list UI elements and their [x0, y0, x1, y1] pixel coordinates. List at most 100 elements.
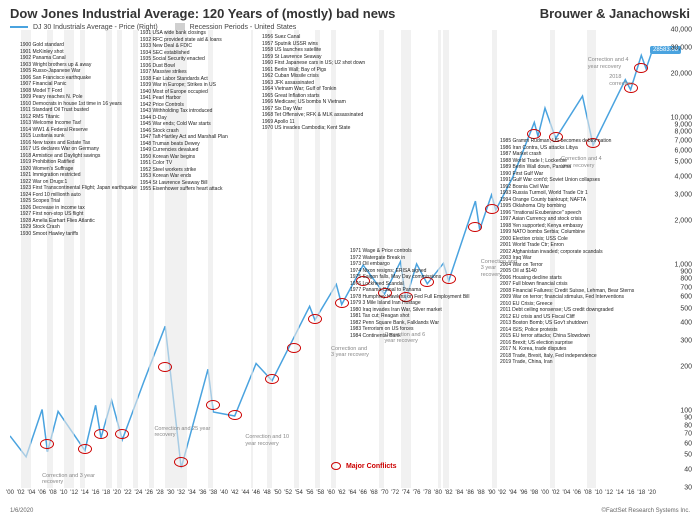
event-item: 1960 First Japanese cars in US; U2 shot … — [262, 60, 365, 67]
y-tick: 800 — [680, 276, 692, 283]
conflict-circle — [94, 429, 108, 439]
event-item: 1923 First Transcontinental Flight; Japa… — [20, 185, 137, 192]
annotation: Correction and3 year recovery — [331, 346, 369, 359]
x-tick: '92 — [498, 490, 506, 496]
x-tick: '84 — [455, 490, 463, 496]
y-tick: 6,000 — [674, 147, 692, 154]
x-tick: '20 — [648, 490, 656, 496]
conflict-circle — [485, 204, 499, 214]
event-column: 1956 Suez Canal1957 Sputnik USSR wins195… — [262, 34, 365, 132]
x-tick: '42 — [231, 490, 239, 496]
y-tick: 4,000 — [674, 173, 692, 180]
x-tick: '16 — [92, 490, 100, 496]
y-tick: 60 — [684, 440, 692, 447]
y-tick: 2,000 — [674, 217, 692, 224]
x-tick: '74 — [402, 490, 410, 496]
x-tick: '96 — [520, 490, 528, 496]
conflict-circle — [287, 343, 301, 353]
x-axis: '00'02'04'06'08'10'12'14'16'18'20'22'24'… — [10, 490, 652, 500]
x-tick: '62 — [338, 490, 346, 496]
y-tick: 30,000 — [671, 45, 692, 52]
y-tick: 500 — [680, 305, 692, 312]
x-tick: '54 — [295, 490, 303, 496]
x-tick: '78 — [423, 490, 431, 496]
x-tick: '88 — [477, 490, 485, 496]
y-tick: 200 — [680, 364, 692, 371]
x-tick: '44 — [241, 490, 249, 496]
x-tick: '30 — [167, 490, 175, 496]
y-tick: 9,000 — [674, 121, 692, 128]
x-tick: '16 — [627, 490, 635, 496]
conflict-circle — [228, 410, 242, 420]
event-item: 1955 Eisenhower suffers heart attack — [140, 186, 228, 193]
x-tick: '60 — [327, 490, 335, 496]
event-column: 1931 USA wide bank closings1932 RFC prov… — [140, 30, 228, 193]
x-tick: '76 — [413, 490, 421, 496]
x-tick: '80 — [434, 490, 442, 496]
x-tick: '64 — [348, 490, 356, 496]
x-tick: '00 — [6, 490, 14, 496]
x-tick: '22 — [124, 490, 132, 496]
x-tick: '28 — [156, 490, 164, 496]
x-tick: '06 — [573, 490, 581, 496]
footer-copyright: ©FactSet Research Systems Inc. — [602, 508, 690, 514]
y-tick: 8,000 — [674, 129, 692, 136]
x-tick: '10 — [595, 490, 603, 496]
x-tick: '50 — [274, 490, 282, 496]
annotation: Correction and 25 yearrecovery — [154, 426, 210, 439]
event-column: 1971 Wage & Price controls1972 Watergate… — [350, 248, 470, 339]
y-tick: 80 — [684, 422, 692, 429]
x-tick: '72 — [391, 490, 399, 496]
x-tick: '24 — [134, 490, 142, 496]
x-tick: '12 — [70, 490, 78, 496]
x-tick: '56 — [306, 490, 314, 496]
event-item: 1968 Tet Offensive; RFK & MLK assassinat… — [262, 112, 365, 119]
x-tick: '20 — [113, 490, 121, 496]
event-item: 1984 Continental Bank — [350, 333, 470, 340]
x-tick: '14 — [81, 490, 89, 496]
legend-series-swatch — [10, 26, 28, 28]
recession-band — [251, 30, 254, 488]
x-tick: '82 — [445, 490, 453, 496]
x-tick: '52 — [284, 490, 292, 496]
event-item: 2009 War on terror; financial stimulus, … — [500, 294, 634, 301]
x-tick: '46 — [252, 490, 260, 496]
x-tick: '04 — [27, 490, 35, 496]
firm-name: Brouwer & Janachowski — [540, 6, 690, 21]
x-tick: '34 — [188, 490, 196, 496]
x-tick: '36 — [199, 490, 207, 496]
annotation: Correction and 3 yearrecovery — [42, 473, 95, 486]
y-tick: 7,000 — [674, 137, 692, 144]
x-tick: '14 — [616, 490, 624, 496]
y-axis: 40,00030,00020,00010,0009,0008,0007,0006… — [654, 30, 692, 488]
y-tick: 50 — [684, 452, 692, 459]
y-tick: 90 — [684, 415, 692, 422]
footer-date: 1/6/2020 — [10, 508, 33, 514]
conflict-dot-icon — [331, 462, 341, 470]
y-tick: 300 — [680, 338, 692, 345]
x-tick: '18 — [637, 490, 645, 496]
y-tick: 3,000 — [674, 191, 692, 198]
y-tick: 900 — [680, 268, 692, 275]
x-tick: '06 — [38, 490, 46, 496]
annotation: Correction and 10year recovery — [245, 434, 289, 447]
event-column: 1900 Gold standard1901 McKinley shot1902… — [20, 42, 137, 237]
y-tick: 400 — [680, 320, 692, 327]
x-tick: '18 — [102, 490, 110, 496]
x-tick: '26 — [145, 490, 153, 496]
chart-area: 28583.68Correction and 3 yearrecoveryCor… — [10, 30, 652, 488]
event-column: 1985 Gramm Rudman, US becomes debtor nat… — [500, 138, 634, 366]
x-tick: '70 — [381, 490, 389, 496]
x-tick: '90 — [488, 490, 496, 496]
x-tick: '10 — [60, 490, 68, 496]
x-tick: '98 — [530, 490, 538, 496]
event-item: 1930 Smoot Hawley tariffs — [20, 231, 137, 238]
x-tick: '02 — [17, 490, 25, 496]
chart-title: Dow Jones Industrial Average: 120 Years … — [10, 6, 395, 21]
conflict-legend: Major Conflicts — [331, 462, 397, 470]
conflict-circle — [335, 298, 349, 308]
x-tick: '08 — [584, 490, 592, 496]
x-tick: '66 — [359, 490, 367, 496]
x-tick: '00 — [541, 490, 549, 496]
y-tick: 40 — [684, 466, 692, 473]
